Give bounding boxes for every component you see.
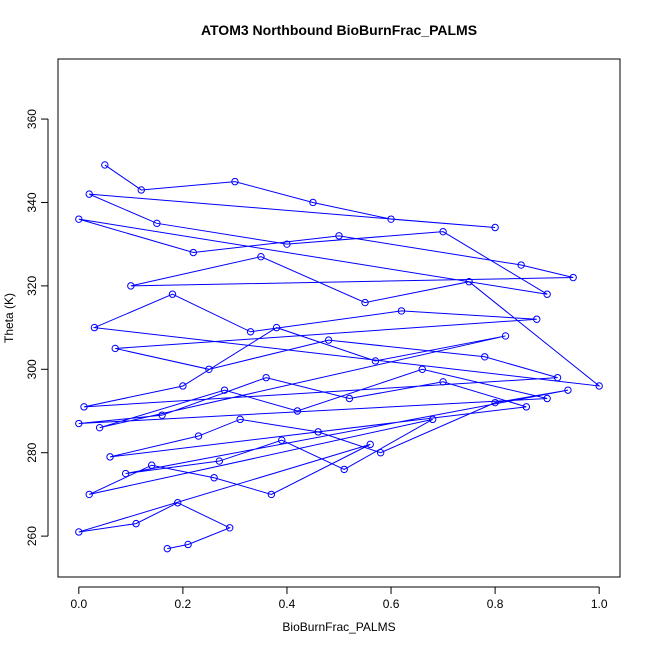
data-point (231, 177, 239, 186)
data-point (543, 394, 551, 403)
y-axis-label: Theta (K) (2, 293, 16, 343)
data-point (376, 449, 385, 457)
data-point (132, 519, 140, 528)
y-tick-label: 300 (25, 359, 39, 379)
data-point (189, 248, 197, 257)
data-point (324, 336, 333, 344)
data-point (481, 353, 489, 361)
data-point (293, 407, 302, 415)
data-point (491, 398, 499, 407)
y-tick-label: 280 (25, 442, 39, 462)
x-axis-label: BioBurnFrac_PALMS (282, 620, 395, 634)
data-point (309, 198, 317, 207)
data-point (184, 540, 192, 549)
data-point (335, 232, 343, 240)
x-tick-label: 0.2 (175, 597, 192, 611)
data-point (501, 332, 510, 340)
data-point (137, 186, 145, 194)
data-point (85, 190, 93, 198)
data-point (533, 315, 541, 323)
data-point (283, 240, 291, 248)
data-point (75, 419, 83, 428)
data-point (168, 290, 177, 298)
data-point (158, 411, 166, 419)
data-point (439, 378, 447, 386)
data-point (564, 386, 572, 394)
x-tick-label: 0.6 (383, 597, 400, 611)
data-point (194, 432, 203, 440)
data-point (345, 394, 354, 403)
data-point (267, 490, 276, 499)
data-point (163, 544, 171, 553)
y-tick-label: 360 (25, 109, 39, 129)
data-point (272, 323, 281, 332)
data-point (522, 403, 531, 411)
data-point (428, 415, 437, 424)
data-point (215, 457, 224, 465)
x-tick-label: 0.4 (279, 597, 296, 611)
data-point (106, 453, 114, 461)
data-point (75, 215, 83, 223)
data-point (595, 382, 603, 390)
data-point (366, 440, 374, 449)
y-tick-label: 320 (25, 276, 39, 296)
data-point (439, 227, 447, 236)
data-point (418, 365, 426, 373)
data-point (153, 219, 161, 228)
x-tick-label: 0.8 (487, 597, 504, 611)
data-point (543, 290, 551, 298)
data-point (246, 328, 255, 336)
data-point (397, 307, 406, 315)
x-tick-label: 0.0 (70, 597, 87, 611)
data-point (173, 499, 182, 507)
data-point (262, 373, 270, 382)
data-point (226, 524, 234, 532)
data-point (121, 469, 130, 478)
data-point (80, 403, 88, 411)
data-point (569, 273, 577, 282)
data-point (220, 386, 229, 394)
data-point (314, 428, 322, 436)
data-point (147, 461, 156, 469)
data-point (361, 298, 369, 307)
data-point (553, 373, 562, 382)
data-point (101, 161, 109, 169)
data-point (179, 382, 187, 390)
data-point (95, 423, 104, 432)
data-point (90, 323, 99, 332)
data-point (491, 223, 499, 232)
x-tick-label: 1.0 (591, 597, 608, 611)
data-point (127, 282, 135, 290)
data-point (205, 365, 213, 373)
data-point (517, 261, 525, 269)
data-point (210, 474, 218, 482)
data-line (78, 164, 601, 550)
y-tick-label: 260 (25, 526, 39, 546)
data-point (340, 465, 348, 474)
data-point (371, 357, 380, 365)
data-point (257, 252, 265, 261)
data-point (85, 490, 93, 499)
data-point (278, 436, 286, 444)
data-point (465, 278, 473, 286)
data-point (111, 344, 119, 353)
chart-title: ATOM3 Northbound BioBurnFrac_PALMS (201, 22, 477, 38)
data-point (236, 415, 244, 424)
data-point (75, 528, 83, 536)
data-point (387, 215, 395, 223)
y-tick-label: 340 (25, 192, 39, 212)
plot-box (57, 58, 621, 578)
